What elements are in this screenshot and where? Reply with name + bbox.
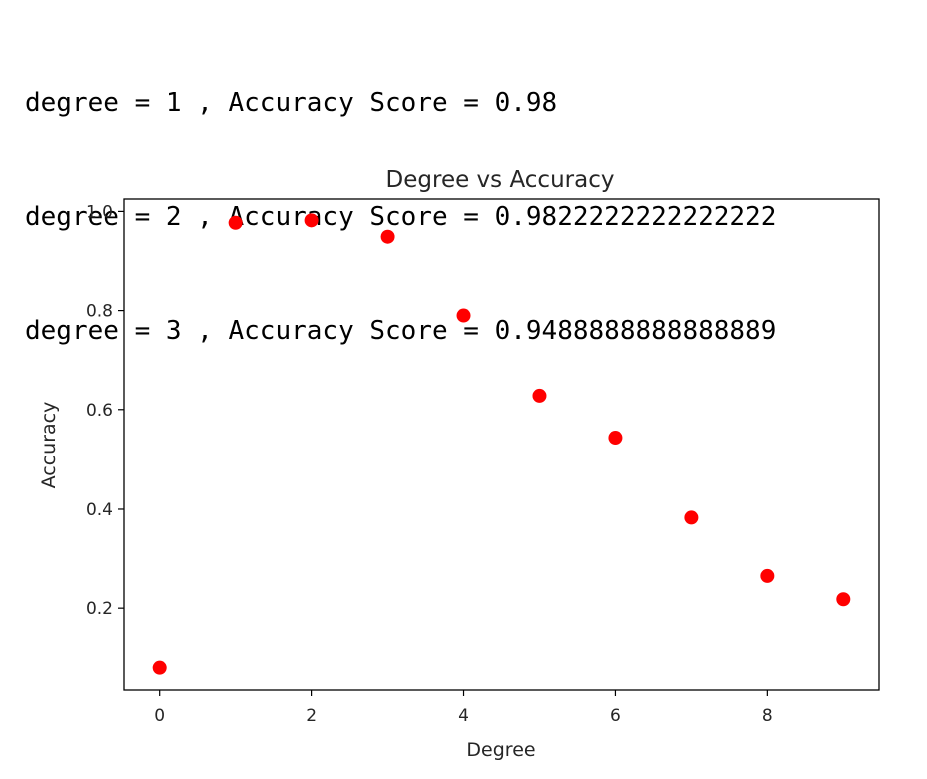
data-point <box>608 431 623 446</box>
y-tick-label: 0.6 <box>86 401 113 421</box>
y-axis-label: Accuracy <box>38 402 60 489</box>
data-point <box>152 660 167 675</box>
y-axis-ticks: 0.2 0.4 0.6 0.8 1.0 <box>86 202 124 619</box>
output-line: degree = 2 , Accuracy Score = 0.98222222… <box>25 202 777 232</box>
chart-title: Degree vs Accuracy <box>386 167 615 193</box>
plot-area <box>123 198 880 691</box>
output-line: degree = 1 , Accuracy Score = 0.98 <box>25 88 558 118</box>
data-points <box>152 213 851 675</box>
data-point <box>228 215 243 230</box>
output-line: degree = 3 , Accuracy Score = 0.94888888… <box>25 316 777 346</box>
y-tick-label: 0.8 <box>86 302 113 322</box>
data-point <box>304 213 319 228</box>
y-tick-label: 0.4 <box>86 500 113 520</box>
data-point <box>456 308 471 323</box>
x-tick-label: 2 <box>306 706 317 726</box>
data-point <box>532 388 547 403</box>
x-tick-label: 8 <box>762 706 773 726</box>
cell-output: degree = 1 , Accuracy Score = 0.98 degre… <box>25 8 776 388</box>
x-axis-label: Degree <box>466 739 535 761</box>
x-tick-label: 4 <box>458 706 469 726</box>
data-point <box>380 229 395 244</box>
x-tick-label: 0 <box>154 706 165 726</box>
x-tick-label: 6 <box>610 706 621 726</box>
x-axis-ticks: 0 2 4 6 8 <box>154 690 773 726</box>
data-point <box>836 592 851 607</box>
data-point <box>684 510 699 525</box>
data-point <box>760 568 775 583</box>
y-tick-label: 1.0 <box>86 202 113 222</box>
y-tick-label: 0.2 <box>86 599 113 619</box>
